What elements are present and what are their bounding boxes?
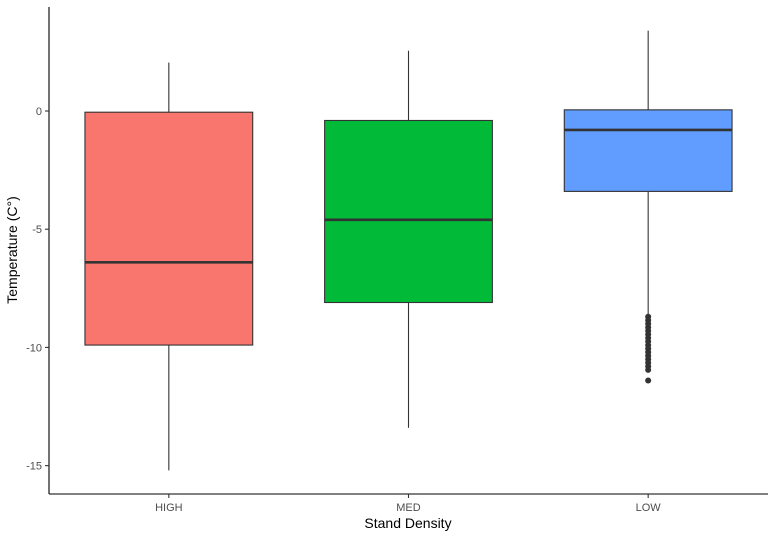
outlier-point-low	[645, 366, 652, 373]
y-tick-label: -5	[32, 224, 42, 236]
box-group-low	[563, 30, 733, 384]
box-group-high	[84, 62, 254, 471]
x-axis-title: Stand Density	[364, 515, 451, 531]
y-axis-title: Temperature (C°)	[4, 196, 20, 304]
x-tick-label: MED	[396, 502, 421, 514]
box-low	[563, 109, 733, 192]
x-tick-label: LOW	[636, 502, 662, 514]
y-axis-ticks: 0 -5 -10 -15	[26, 106, 49, 473]
box-high	[84, 111, 254, 346]
box-med	[324, 119, 493, 304]
x-tick-label: HIGH	[155, 502, 183, 514]
x-axis-ticks: HIGH MED LOW	[155, 494, 661, 514]
y-tick-label: -10	[26, 342, 42, 354]
box-group-med	[324, 50, 493, 428]
outlier-point-low	[645, 377, 652, 384]
y-tick-label: -15	[26, 461, 42, 473]
y-tick-label: 0	[36, 106, 42, 118]
plot-area	[84, 30, 733, 471]
